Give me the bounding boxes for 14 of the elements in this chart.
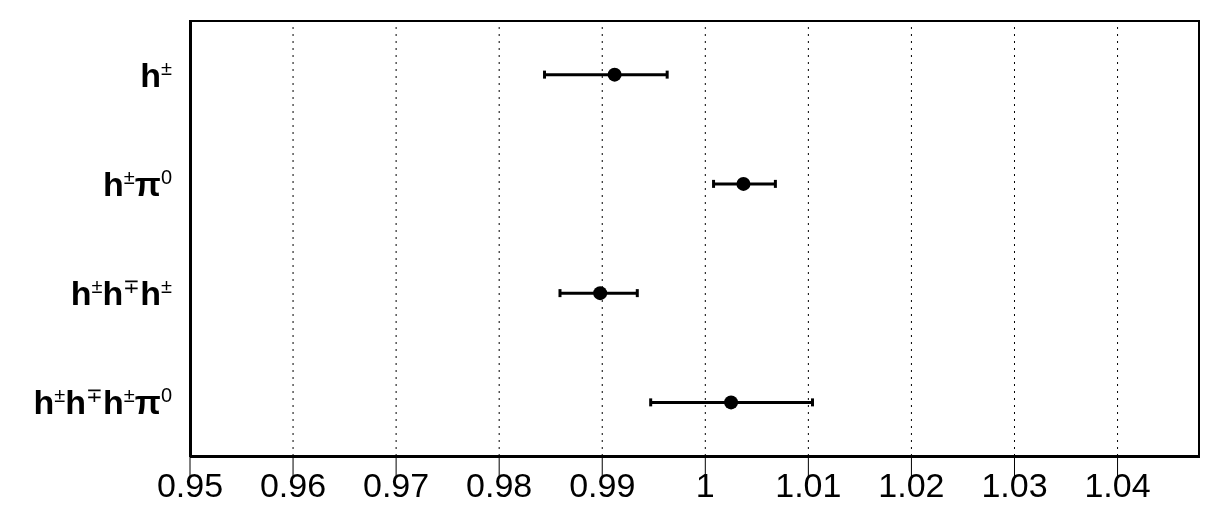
x-tick-label: 0.97	[363, 466, 430, 505]
x-tick-label: 1.04	[1084, 466, 1151, 505]
y-tick-label: h$^{±}$h$^{∓}$h$^{±}$	[70, 274, 173, 313]
x-tick-label: 0.98	[466, 466, 533, 505]
x-tick-label: 0.99	[569, 466, 636, 505]
y-tick-label: h$^{±}$h$^{∓}$h$^{±}$π$^{0}$	[33, 383, 172, 422]
x-tick-label: 1	[695, 466, 715, 505]
x-tick-label: 1.01	[775, 466, 842, 505]
x-tick-label: 1.03	[981, 466, 1048, 505]
x-tick-label: 0.96	[259, 466, 327, 505]
y-tick-label: h$^{±}$	[140, 55, 173, 94]
x-tick-label: 1.02	[878, 466, 945, 505]
x-tick-label: 0.95	[156, 466, 224, 505]
y-tick-label: h$^{±}$π$^{0}$	[103, 164, 172, 203]
